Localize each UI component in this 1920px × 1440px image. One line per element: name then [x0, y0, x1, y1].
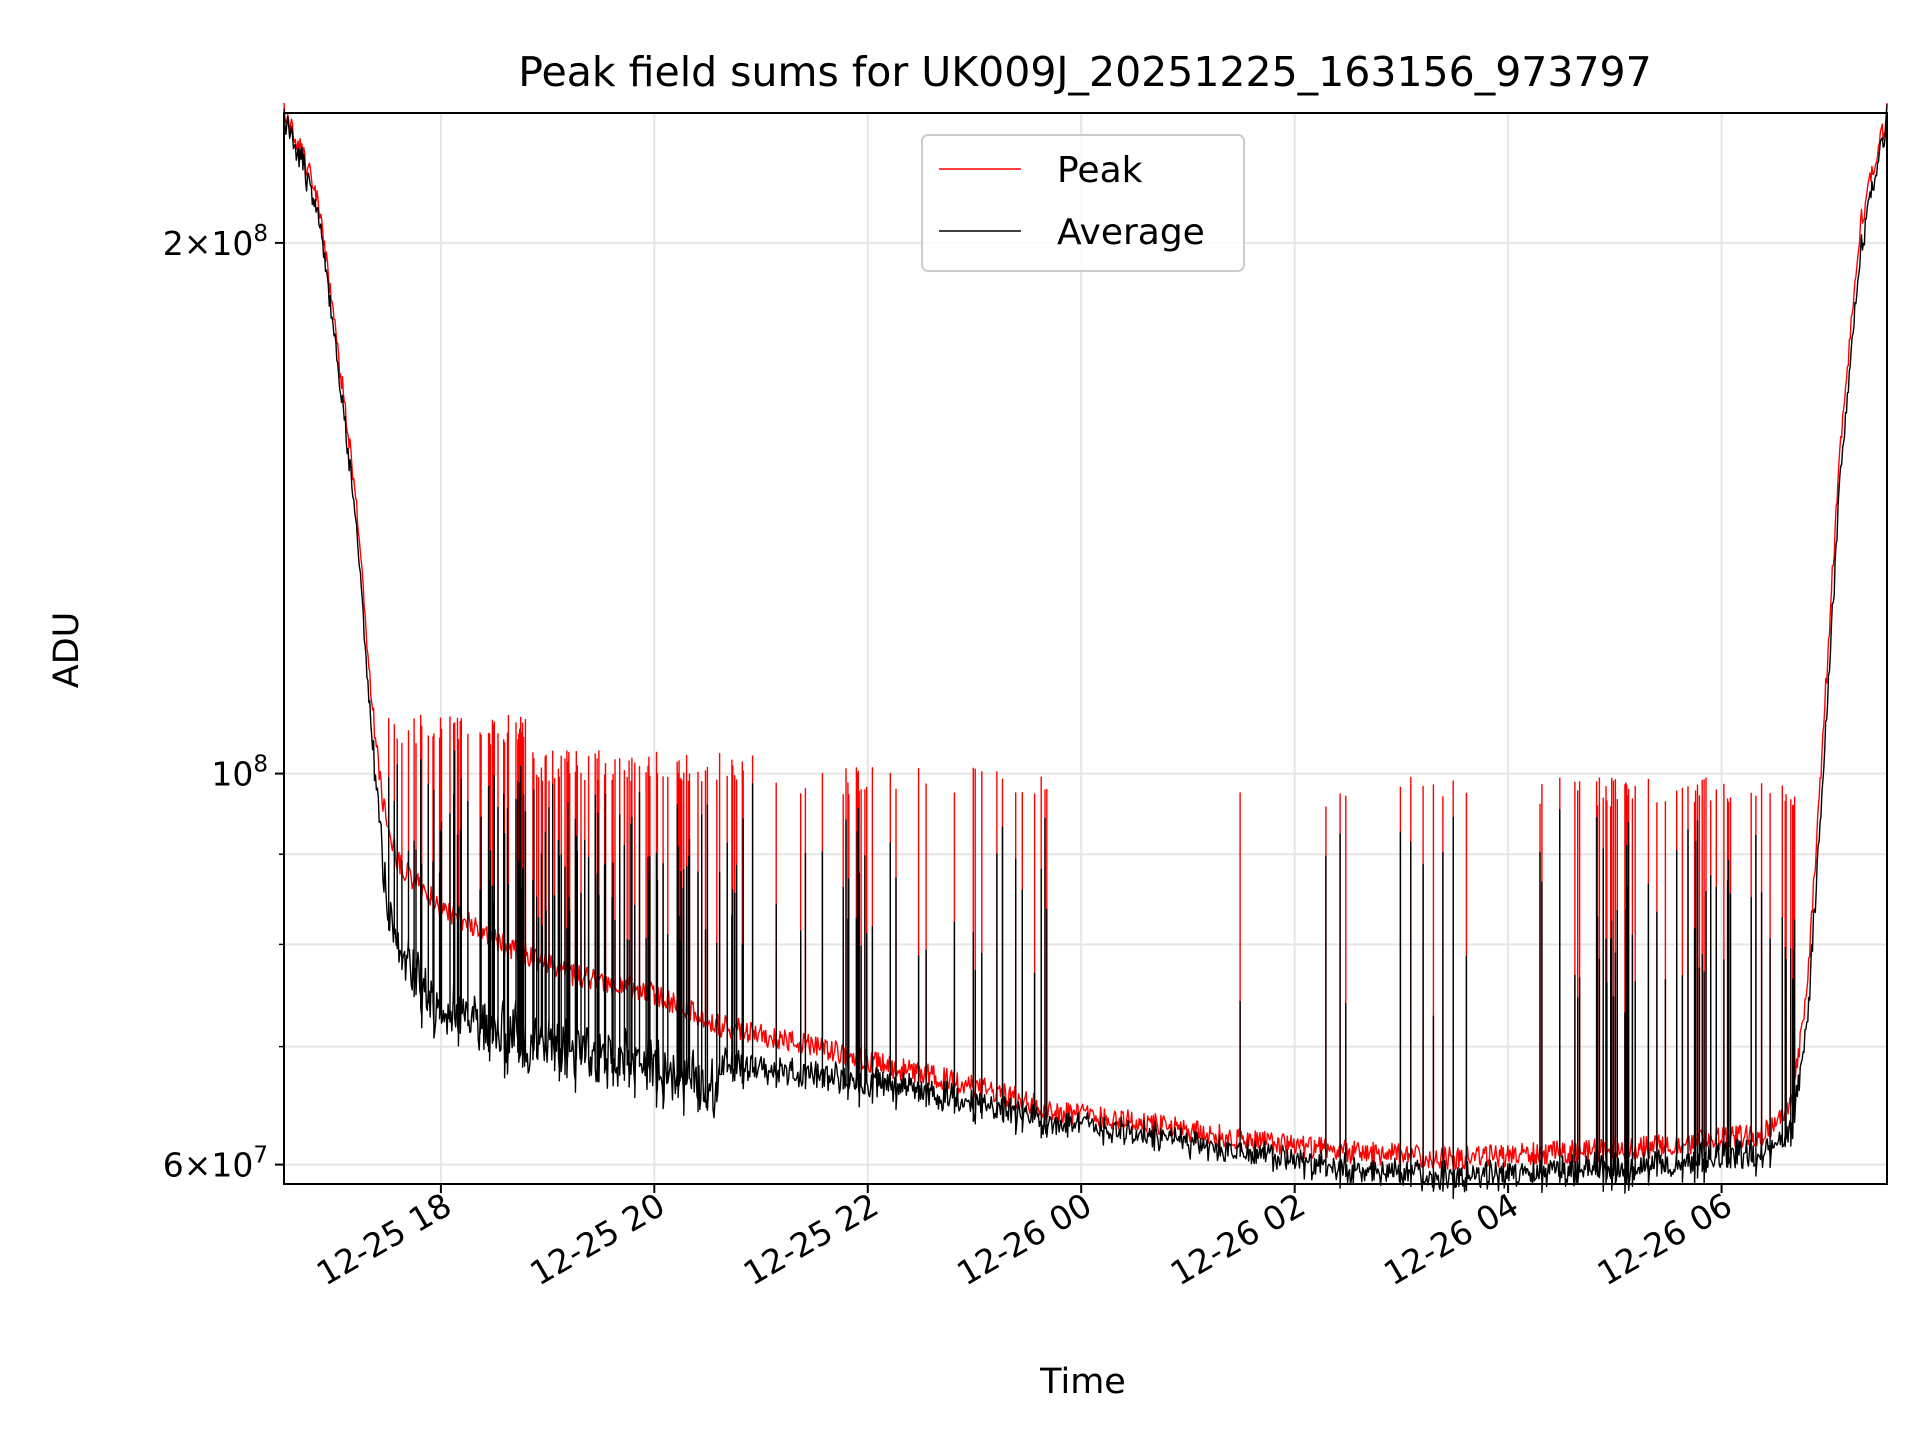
- grid: [284, 113, 1887, 1184]
- series-line-average: [283, 104, 1888, 1200]
- y-tick-label: 108: [211, 752, 268, 794]
- y-tick-label: 6×107: [163, 1143, 268, 1185]
- y-axis-label: ADU: [47, 612, 87, 689]
- chart-title: Peak field sums for UK009J_20251225_1631…: [518, 48, 1651, 96]
- y-axis: 6×107 108 2×108: [163, 221, 284, 1185]
- series-lines: [283, 102, 1888, 1200]
- plot-area-frame: [283, 112, 1888, 1185]
- legend-label-peak: Peak: [1057, 150, 1143, 191]
- legend-label-average: Average: [1057, 212, 1205, 253]
- y-tick-label: 2×108: [163, 221, 268, 263]
- legend: Peak Average: [921, 134, 1245, 272]
- x-axis-label: Time: [1039, 1362, 1126, 1402]
